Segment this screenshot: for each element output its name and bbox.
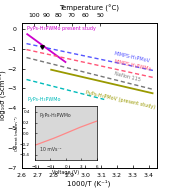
Text: Nafion 115: Nafion 115 [114, 71, 141, 83]
X-axis label: Voltage (V): Voltage (V) [52, 170, 79, 175]
Text: PyPs-H₃PWMo: PyPs-H₃PWMo [27, 98, 61, 102]
X-axis label: Temperature (°C): Temperature (°C) [59, 4, 119, 12]
Text: MIMPS-H₃PMoV: MIMPS-H₃PMoV [114, 52, 151, 64]
Y-axis label: Current (mAcm⁻²): Current (mAcm⁻²) [15, 116, 19, 151]
X-axis label: 1000/T (K⁻¹): 1000/T (K⁻¹) [68, 180, 111, 187]
Text: PyPs-H₃PWMo: PyPs-H₃PWMo [39, 113, 71, 118]
Y-axis label: log₁₀σ (Scm⁻¹): log₁₀σ (Scm⁻¹) [0, 70, 6, 120]
Text: PyPs-H₃PMoV (present study): PyPs-H₃PMoV (present study) [85, 90, 156, 110]
Text: 10 mVs⁻¹: 10 mVs⁻¹ [39, 146, 61, 152]
Text: MIMPS-H₃PWMo: MIMPS-H₃PWMo [114, 59, 152, 72]
Text: PyPs-H₃PWMo present study: PyPs-H₃PWMo present study [27, 26, 96, 31]
